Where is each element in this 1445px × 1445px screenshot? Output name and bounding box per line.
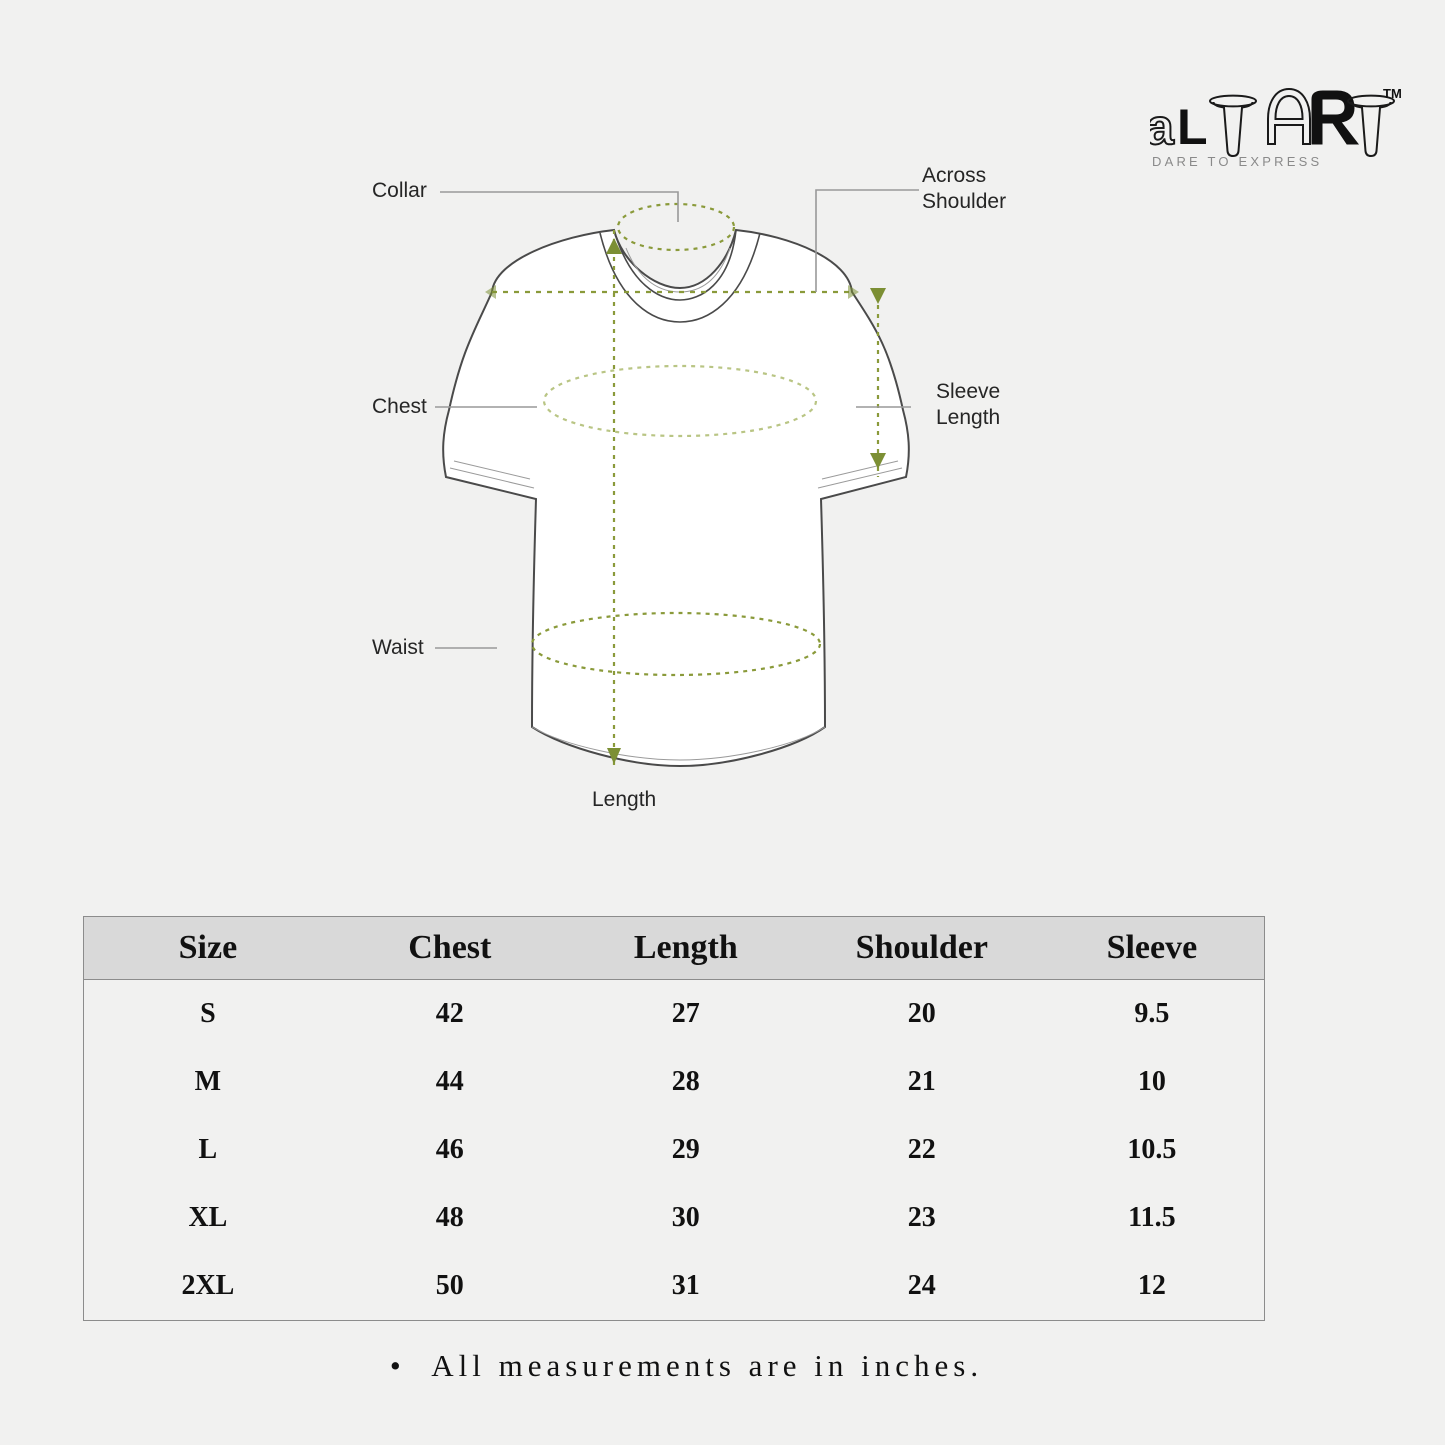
svg-text:Length: Length <box>592 788 656 811</box>
svg-text:Waist: Waist <box>372 636 424 659</box>
svg-text:Sleeve: Sleeve <box>936 380 1000 403</box>
svg-text:Collar: Collar <box>372 179 427 202</box>
svg-text:Across: Across <box>922 164 986 187</box>
svg-text:Chest: Chest <box>372 395 427 418</box>
svg-text:Length: Length <box>936 406 1000 429</box>
svg-text:Shoulder: Shoulder <box>922 190 1006 213</box>
